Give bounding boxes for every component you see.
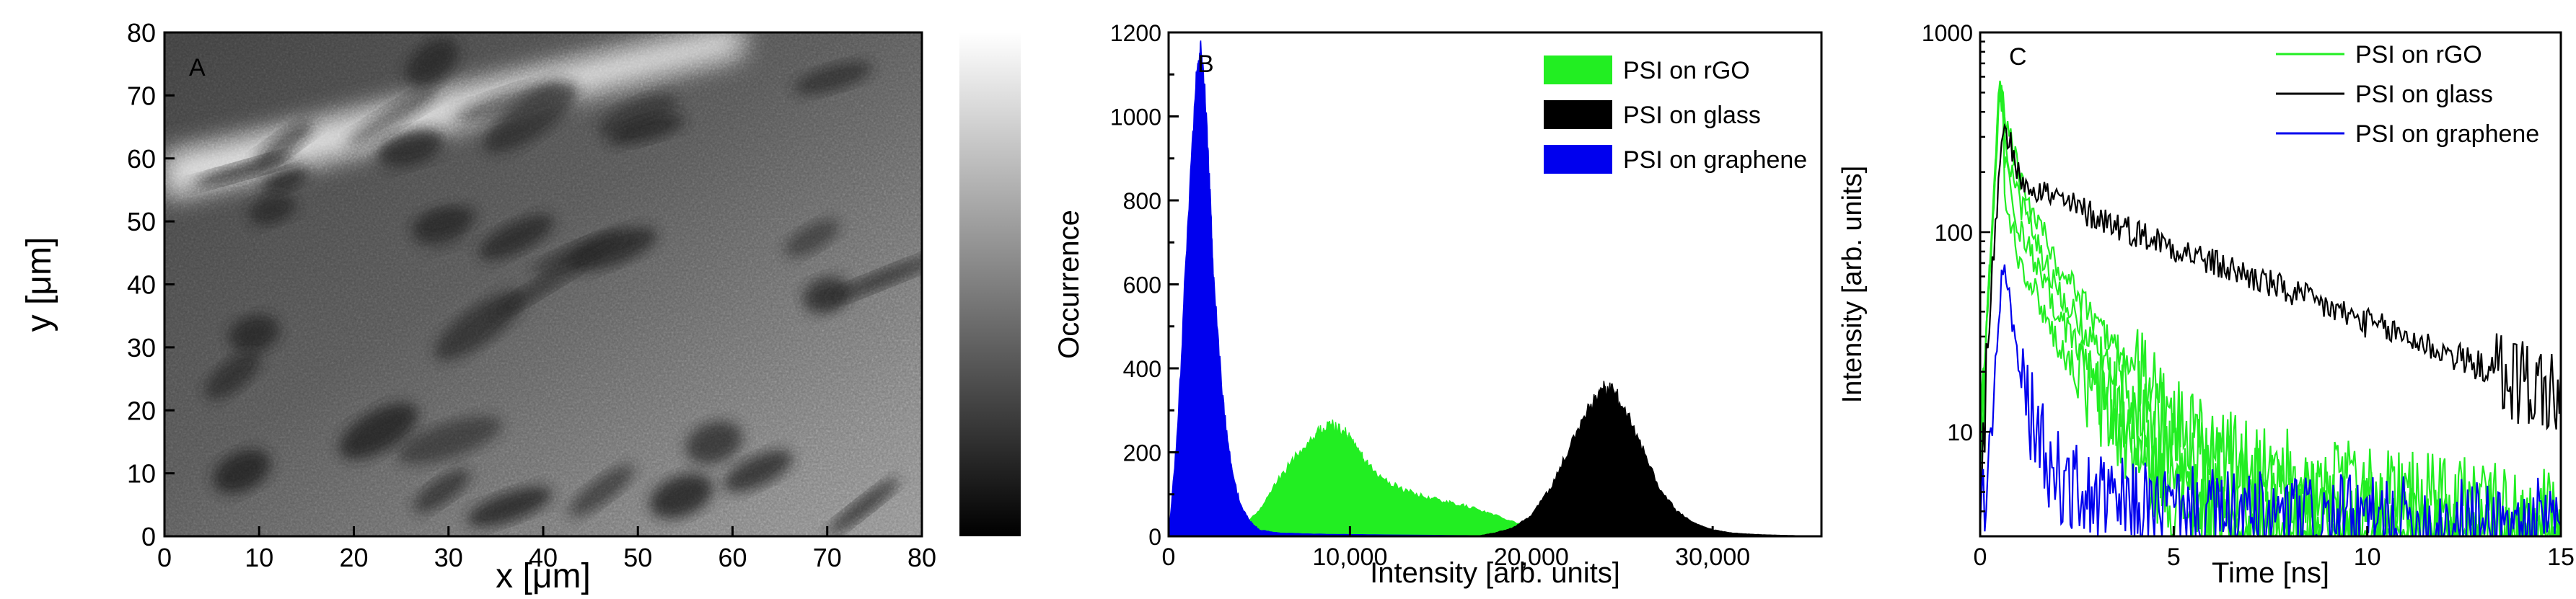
y-tick-label: 1200 (1110, 20, 1161, 46)
histogram-plot (1168, 40, 1804, 537)
map-image (164, 32, 922, 536)
x-tick-label: 20 (339, 543, 368, 572)
x-tick-label: 10 (2354, 543, 2381, 571)
y-tick-label: 60 (127, 144, 156, 174)
map-noise (164, 32, 922, 536)
x-tick-label: 60 (718, 543, 747, 572)
legend-label: PSI on glass (2355, 81, 2493, 108)
y-tick-label: 40 (127, 270, 156, 300)
panel-b-axes: 0 10,000 20,000 30,000 0 200 400 600 800 1000 1200 (1110, 20, 1823, 571)
colorbar: 30k25k20k15k10k5k0 (959, 19, 1091, 551)
panel-c-svg: 0 5 10 15 10 100 1000 C Time [ns] Intensity [a… (1837, 20, 2575, 589)
legend-swatch (1544, 100, 1612, 129)
panel-c-legend: PSI on rGO PSI on glass PSI on graphene (2276, 41, 2539, 148)
panel-b-y-axis-label: Occurrence (1053, 210, 1085, 359)
x-tick-label: 5 (2167, 543, 2181, 571)
panel-c-y-axis-label: Intensity [arb. units] (1837, 166, 1868, 404)
legend-label: PSI on rGO (2355, 41, 2482, 68)
histogram-psi-on-glass (1477, 381, 1804, 537)
x-tick-label: 15 (2547, 543, 2575, 571)
decay-plot (1980, 80, 2561, 536)
panel-a: 0 10 20 30 40 50 60 70 80 0 10 20 30 40 50 60 70 80 A x [… (0, 0, 1091, 595)
histogram-psi-on-graphene (1168, 40, 1531, 537)
x-tick-label: 0 (1974, 543, 1987, 571)
panel-a-label: A (189, 54, 206, 81)
panel-c: 0 5 10 15 10 100 1000 C Time [ns] Intensity [a… (1832, 0, 2576, 595)
x-tick-label: 0 (157, 543, 172, 572)
y-tick-label: 100 (1935, 220, 1973, 246)
x-tick-label: 20,000 (1494, 543, 1569, 571)
panel-a-x-axis-label: x [μm] (496, 557, 591, 595)
legend-swatch (1544, 56, 1612, 84)
legend-label: PSI on rGO (1623, 57, 1750, 84)
decay-psi-on-rgo (1980, 80, 2561, 536)
y-tick-label: 20 (127, 396, 156, 425)
panel-a-svg: 0 10 20 30 40 50 60 70 80 0 10 20 30 40 50 60 70 80 A x [… (20, 18, 1091, 595)
y-tick-label: 30 (127, 333, 156, 363)
panel-c-axes: 0 5 10 15 10 100 1000 (1922, 20, 2575, 571)
y-tick-label: 600 (1123, 272, 1161, 298)
legend-label: PSI on graphene (1623, 146, 1807, 174)
histogram-psi-on-rgo (1223, 420, 1568, 537)
x-tick-label: 80 (907, 543, 936, 572)
panel-b: 0 10,000 20,000 30,000 0 200 400 600 800 1000 1200… (1046, 0, 1832, 595)
y-tick-label: 10 (1947, 420, 1973, 445)
legend-label: PSI on graphene (2355, 120, 2539, 148)
panel-a-axes: 0 10 20 30 40 50 60 70 80 0 10 20 30 40 50 60 70 80 (127, 18, 936, 572)
fluorescence-map (164, 32, 922, 536)
legend-swatch (1544, 145, 1612, 174)
panel-b-x-axis-label: Intensity [arb. units] (1370, 557, 1620, 589)
x-tick-label: 30,000 (1675, 543, 1750, 571)
y-tick-label: 70 (127, 81, 156, 110)
y-tick-label: 200 (1123, 440, 1161, 466)
x-tick-label: 30 (434, 543, 463, 572)
panel-b-legend: PSI on rGO PSI on glass PSI on graphene (1544, 56, 1807, 174)
panel-b-label: B (1197, 50, 1214, 78)
panel-c-x-axis-label: Time [ns] (2212, 557, 2329, 589)
x-tick-label: 10,000 (1312, 543, 1387, 571)
y-tick-label: 1000 (1110, 105, 1161, 130)
y-tick-label: 800 (1123, 188, 1161, 214)
y-tick-label: 10 (127, 459, 156, 489)
y-tick-label: 80 (127, 18, 156, 48)
decay-psi-on-graphene (1980, 264, 2561, 536)
panel-a-y-axis-label: y [μm] (20, 237, 58, 332)
x-tick-label: 0 (1162, 543, 1176, 571)
x-tick-label: 50 (623, 543, 652, 572)
panel-c-label: C (2009, 43, 2027, 71)
colorbar-gradient (959, 32, 1021, 536)
decay-curves (1980, 80, 2561, 536)
y-tick-label: 0 (1148, 524, 1161, 550)
plot-frame (1979, 31, 2562, 538)
panel-b-svg: 0 10,000 20,000 30,000 0 200 400 600 800 1000 1200… (1053, 20, 1823, 589)
decay-psi-on-rgo (1980, 85, 2561, 536)
y-tick-label: 0 (141, 522, 156, 551)
decay-psi-on-glass (1980, 123, 2561, 492)
legend-label: PSI on glass (1623, 102, 1761, 129)
y-tick-label: 50 (127, 207, 156, 236)
x-tick-label: 40 (529, 543, 558, 572)
x-tick-label: 70 (813, 543, 842, 572)
y-tick-label: 1000 (1922, 20, 1973, 46)
y-tick-label: 400 (1123, 356, 1161, 382)
decay-psi-on-rgo (1980, 85, 2561, 536)
x-tick-label: 10 (245, 543, 273, 572)
